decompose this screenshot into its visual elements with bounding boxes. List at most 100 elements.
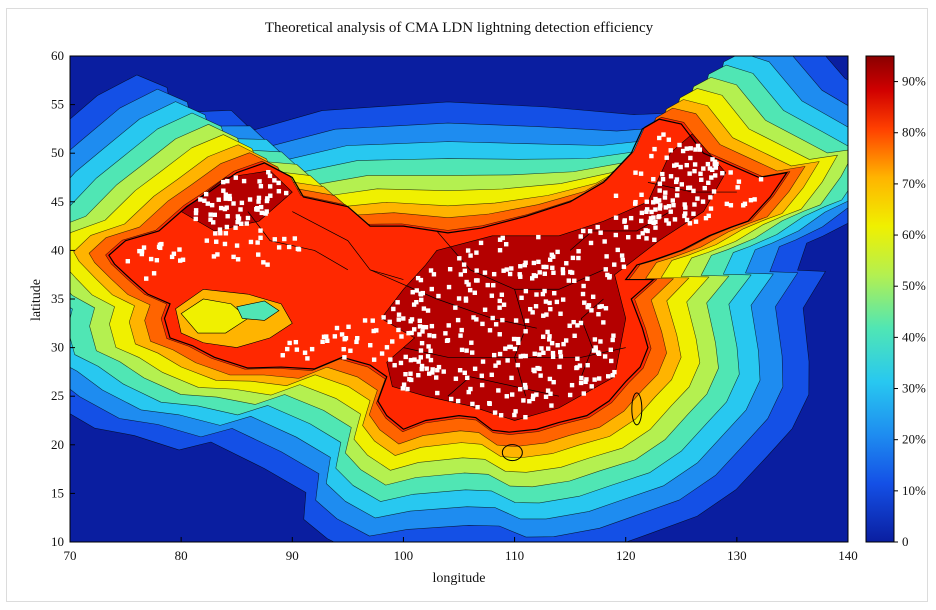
station-dot xyxy=(218,205,224,211)
station-dot xyxy=(154,258,160,263)
station-dot xyxy=(208,212,213,217)
station-dot xyxy=(499,292,505,297)
station-dot xyxy=(598,230,603,235)
station-dot xyxy=(572,333,577,338)
station-dot xyxy=(695,143,701,149)
colorbar-tick-label: 60% xyxy=(902,227,926,242)
station-dot xyxy=(462,370,467,376)
station-dot xyxy=(623,225,629,230)
station-dot xyxy=(236,218,241,223)
station-dot xyxy=(205,201,210,206)
station-dot xyxy=(536,259,541,265)
station-dot xyxy=(459,327,464,333)
station-dot xyxy=(585,363,590,368)
station-dot xyxy=(522,262,528,268)
station-dot xyxy=(609,358,614,364)
station-dot xyxy=(259,210,264,216)
station-dot xyxy=(400,386,406,391)
station-dot xyxy=(610,337,615,343)
station-dot xyxy=(518,264,523,269)
station-dot xyxy=(417,324,423,329)
y-tick-label: 45 xyxy=(51,194,64,209)
station-dot xyxy=(547,257,553,262)
station-dot xyxy=(425,308,431,313)
station-dot xyxy=(285,346,290,352)
station-dot xyxy=(597,304,602,310)
province-line xyxy=(247,211,349,271)
station-dot xyxy=(491,352,497,358)
station-dot xyxy=(399,334,404,339)
station-dot xyxy=(457,256,462,261)
station-dot xyxy=(530,276,535,281)
station-dot xyxy=(524,318,530,324)
station-dot xyxy=(441,369,446,374)
station-dot xyxy=(651,200,656,205)
station-dot xyxy=(493,363,498,368)
station-dot xyxy=(443,331,448,336)
station-dot xyxy=(563,338,569,343)
station-dot xyxy=(268,193,273,198)
y-tick-label: 15 xyxy=(51,485,64,500)
station-dot xyxy=(231,201,236,206)
station-dot xyxy=(457,368,463,373)
station-dot xyxy=(692,202,697,207)
station-dot xyxy=(410,290,415,295)
station-dot xyxy=(381,315,386,320)
station-dot xyxy=(668,174,674,179)
station-dot xyxy=(256,252,261,257)
station-dot xyxy=(545,388,551,393)
colorbar-tick-label: 30% xyxy=(902,381,926,396)
colorbar-tick-label: 80% xyxy=(902,125,926,140)
station-dot xyxy=(528,306,533,312)
station-dot xyxy=(198,197,203,202)
station-dot xyxy=(643,228,648,233)
station-dot xyxy=(543,299,549,304)
station-dot xyxy=(702,185,707,191)
station-dot xyxy=(444,338,450,343)
station-dot xyxy=(379,351,385,356)
colorbar-tick-label: 40% xyxy=(902,329,926,344)
x-tick-label: 120 xyxy=(616,548,636,563)
station-dot xyxy=(491,271,497,277)
station-dot xyxy=(664,155,669,160)
station-dot xyxy=(673,179,679,185)
station-dot xyxy=(558,354,564,359)
station-dot xyxy=(449,396,454,402)
station-dot xyxy=(649,153,654,159)
station-dot xyxy=(497,248,503,253)
station-dot xyxy=(700,199,706,204)
station-dot xyxy=(691,211,696,216)
station-dot xyxy=(497,332,502,337)
station-dot xyxy=(606,374,611,379)
station-dot xyxy=(523,288,529,294)
station-dot xyxy=(632,201,638,206)
station-dot xyxy=(509,266,514,271)
y-tick-label: 60 xyxy=(51,48,64,63)
station-dot xyxy=(706,213,711,218)
station-dot xyxy=(567,323,572,328)
station-dot xyxy=(222,206,228,212)
station-dot xyxy=(622,219,627,224)
station-dot xyxy=(581,391,586,396)
station-dot xyxy=(425,354,431,359)
station-dot xyxy=(491,283,496,288)
station-dot xyxy=(570,255,576,261)
station-dot xyxy=(280,353,285,358)
station-dot xyxy=(139,249,145,254)
station-dot xyxy=(615,247,620,253)
station-dot xyxy=(487,328,493,333)
station-dot xyxy=(493,322,499,327)
station-dot xyxy=(533,304,539,309)
station-dot xyxy=(572,278,577,283)
station-dot xyxy=(576,255,581,261)
station-dot xyxy=(497,305,502,310)
station-dot xyxy=(674,162,679,167)
station-dot xyxy=(590,294,596,299)
station-dot xyxy=(550,354,556,360)
station-dot xyxy=(551,270,556,275)
station-dot xyxy=(225,214,230,219)
station-dot xyxy=(547,300,552,306)
station-dot xyxy=(653,196,658,202)
station-dot xyxy=(339,332,345,337)
station-dot xyxy=(180,257,186,262)
